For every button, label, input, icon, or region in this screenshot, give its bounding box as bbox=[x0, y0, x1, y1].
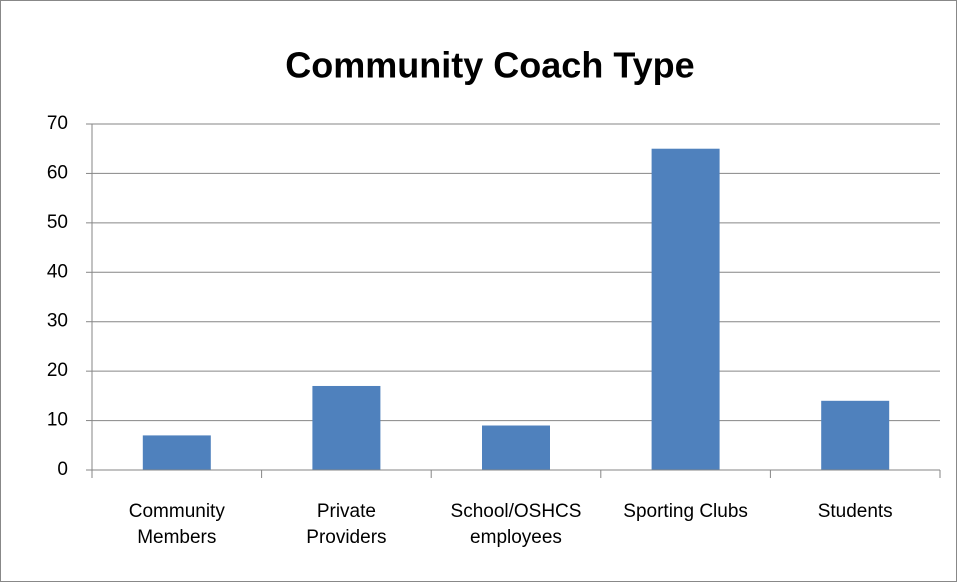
y-tick-label: 50 bbox=[47, 212, 68, 233]
bar bbox=[651, 148, 720, 470]
x-tick-label: Community Members bbox=[128, 501, 225, 548]
x-tick-label: Students bbox=[817, 501, 893, 522]
y-tick-label: 10 bbox=[47, 410, 68, 431]
y-tick-label: 60 bbox=[47, 162, 68, 183]
bar bbox=[482, 425, 550, 470]
chart-title: Community Coach Type bbox=[285, 45, 694, 86]
bar bbox=[821, 400, 890, 470]
y-tick-label: 0 bbox=[57, 459, 68, 480]
x-tick-label: School/OSHCS employees bbox=[450, 501, 582, 548]
bar bbox=[142, 435, 211, 470]
x-tick-label: Private Providers bbox=[306, 501, 387, 548]
y-tick-label: 40 bbox=[47, 261, 68, 282]
bar bbox=[312, 385, 381, 470]
x-tick-label: Sporting Clubs bbox=[623, 501, 748, 522]
y-tick-label: 70 bbox=[47, 113, 68, 134]
y-tick-label: 20 bbox=[47, 360, 68, 381]
y-tick-label: 30 bbox=[47, 311, 68, 332]
